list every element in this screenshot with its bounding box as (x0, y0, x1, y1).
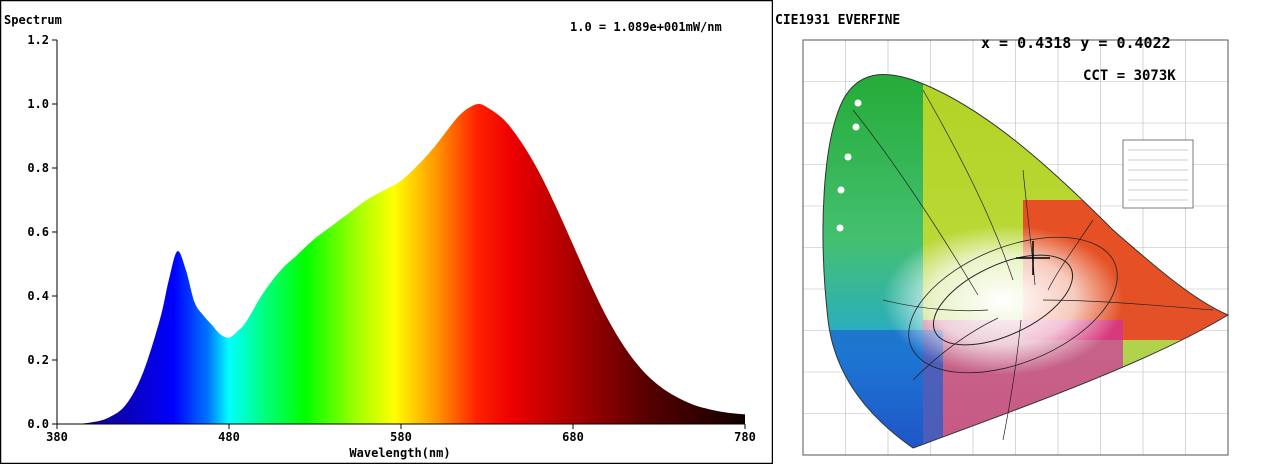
y-tick-label: 0.4 (27, 289, 49, 303)
cct-readout: CCT = 3073K (1083, 68, 1176, 84)
region-boundaries (852, 89, 1214, 441)
chart-title: Spectrum (4, 13, 62, 27)
spectrum-chart: 0.0 0.2 0.4 0.6 0.8 1.0 1.2 380 480 580 680 780 Spe… (0, 0, 773, 464)
spectrum-chart-panel: 0.0 0.2 0.4 0.6 0.8 1.0 1.2 380 480 580 680 780 Spe… (0, 0, 773, 464)
x-tick-label: 580 (390, 430, 412, 444)
cie-diagram-panel: CIE1931 EVERFINE x = 0.4318 y = 0.4022 C… (773, 0, 1262, 464)
x-tick-label: 380 (46, 430, 68, 444)
y-tick-label: 0.2 (27, 353, 49, 367)
cie-gamut (823, 74, 1228, 449)
chart-axes: 0.0 0.2 0.4 0.6 0.8 1.0 1.2 380 480 580 680 780 (27, 33, 756, 444)
marker-dots (836, 99, 862, 232)
color-region-outline (908, 236, 1118, 374)
scale-note: 1.0 = 1.089e+001mW/nm (570, 20, 722, 34)
chromaticity-point-marker (1016, 241, 1050, 275)
y-tick-label: 1.0 (27, 97, 49, 111)
cie-chromaticity-diagram: CIE1931 EVERFINE x = 0.4318 y = 0.4022 C… (775, 13, 1230, 456)
x-tick-label: 480 (218, 430, 240, 444)
cie-frame (802, 39, 1229, 456)
xy-readout: x = 0.4318 y = 0.4022 (981, 34, 1171, 52)
y-tick-label: 0.0 (27, 417, 49, 431)
sources-legend (1122, 139, 1194, 209)
x-axis-label: Wavelength(nm) (349, 446, 450, 460)
cie-title: CIE1931 EVERFINE (775, 13, 900, 28)
planckian-region (932, 254, 1074, 346)
y-tick-label: 1.2 (27, 33, 49, 47)
y-tick-label: 0.6 (27, 225, 49, 239)
y-tick-label: 0.8 (27, 161, 49, 175)
spectrum-area (57, 104, 745, 425)
spectral-locus (822, 74, 1230, 449)
x-tick-label: 780 (734, 430, 756, 444)
x-tick-label: 680 (562, 430, 584, 444)
